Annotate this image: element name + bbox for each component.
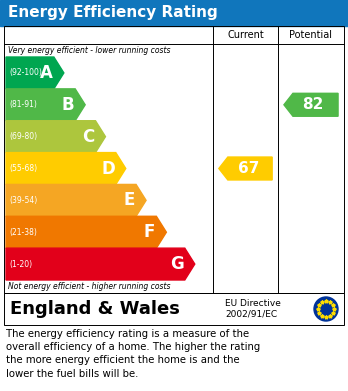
Text: D: D (101, 160, 115, 178)
Text: EU Directive: EU Directive (225, 300, 281, 308)
Polygon shape (6, 216, 166, 248)
Polygon shape (6, 152, 126, 185)
Text: (92-100): (92-100) (9, 68, 42, 77)
Text: (39-54): (39-54) (9, 196, 37, 205)
Text: B: B (62, 96, 74, 114)
Bar (4, 293, 344, 325)
Text: Very energy efficient - lower running costs: Very energy efficient - lower running co… (8, 46, 171, 55)
Text: 82: 82 (302, 97, 324, 112)
Text: 67: 67 (238, 161, 259, 176)
Text: Potential: Potential (290, 30, 332, 40)
Text: C: C (82, 127, 94, 145)
Text: (1-20): (1-20) (9, 260, 32, 269)
Text: England & Wales: England & Wales (10, 300, 180, 318)
Text: (69-80): (69-80) (9, 132, 37, 141)
Bar (4, 26, 344, 293)
Polygon shape (6, 89, 85, 121)
Text: Not energy efficient - higher running costs: Not energy efficient - higher running co… (8, 282, 171, 291)
Text: Current: Current (227, 30, 264, 40)
Text: F: F (144, 223, 155, 241)
Text: (55-68): (55-68) (9, 164, 37, 173)
Text: The energy efficiency rating is a measure of the
overall efficiency of a home. T: The energy efficiency rating is a measur… (6, 329, 260, 378)
Text: A: A (40, 64, 53, 82)
Text: 2002/91/EC: 2002/91/EC (225, 310, 277, 319)
Circle shape (314, 297, 338, 321)
Text: E: E (124, 191, 135, 209)
Text: (21-38): (21-38) (9, 228, 37, 237)
Text: Energy Efficiency Rating: Energy Efficiency Rating (8, 5, 218, 20)
Polygon shape (219, 157, 272, 180)
Text: G: G (170, 255, 184, 273)
Bar (0, 0, 348, 26)
Text: (81-91): (81-91) (9, 100, 37, 109)
Polygon shape (6, 121, 105, 152)
Polygon shape (284, 93, 338, 116)
Polygon shape (6, 185, 146, 216)
Polygon shape (6, 248, 195, 280)
Polygon shape (6, 57, 64, 89)
